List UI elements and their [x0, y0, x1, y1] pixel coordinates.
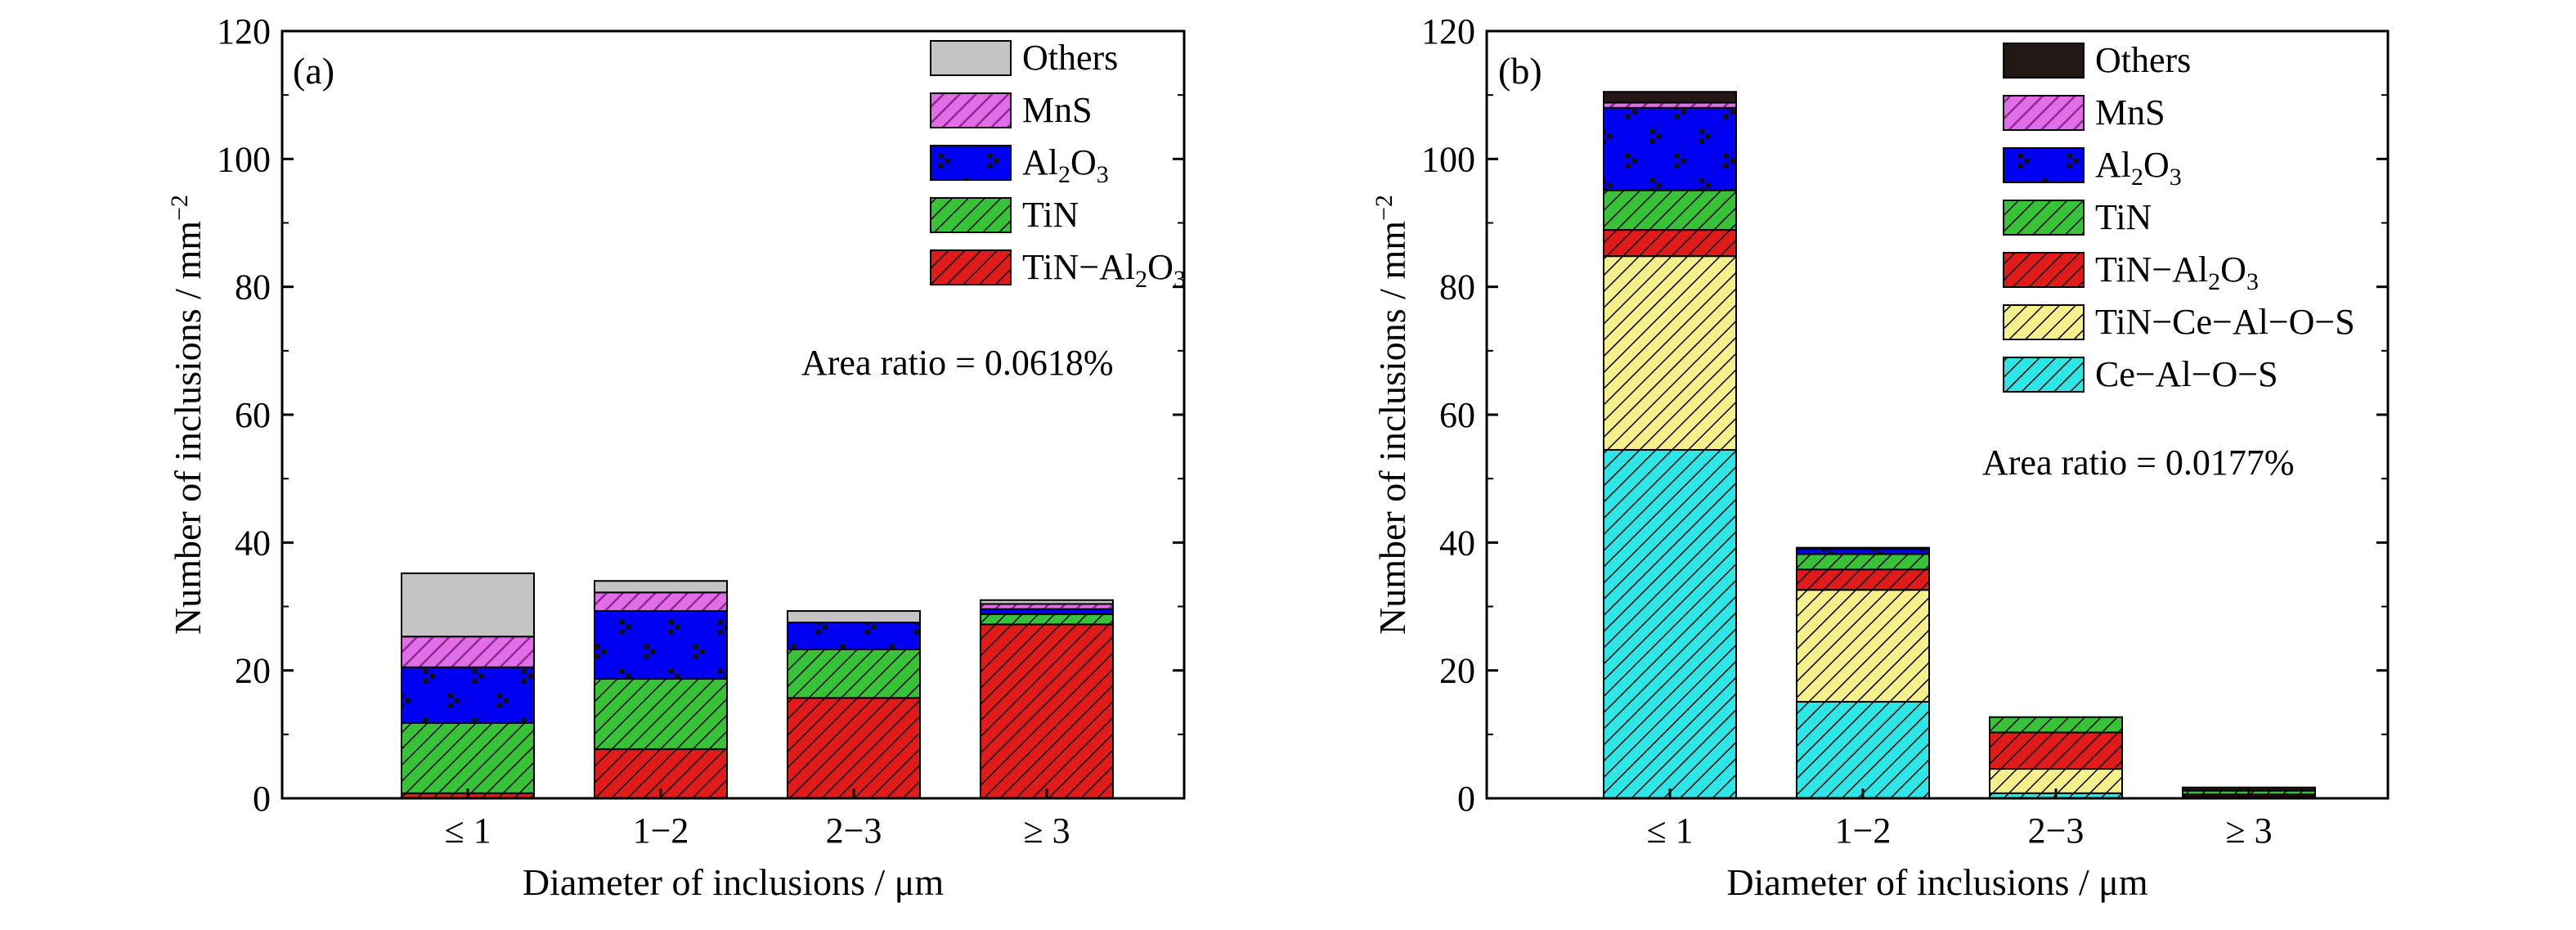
x-tick-label: 1−2	[633, 811, 689, 851]
x-axis-title: Diameter of inclusions / μm	[523, 861, 944, 903]
bar-segment-6-0	[1603, 91, 1737, 104]
legend-label: TiN−Ce−Al−O−S	[2095, 302, 2355, 342]
y-tick-label: 120	[1421, 11, 1475, 52]
bar-segment-0-0	[1603, 448, 1737, 799]
bar-segment-2-2	[787, 622, 921, 650]
bar-segment-0-1	[1796, 700, 1930, 799]
legend-label: TiN−Al2O3	[1022, 247, 1186, 293]
x-tick-label: 1−2	[1835, 811, 1892, 851]
bar-segment-3-1	[1796, 553, 1930, 571]
y-tick-label: 100	[1421, 139, 1475, 179]
area-ratio-annotation: Area ratio = 0.0618%	[801, 343, 1114, 383]
legend-swatch	[930, 145, 1012, 181]
bar-segment-6-1	[1796, 546, 1930, 550]
legend-label: TiN−Al2O3	[2095, 249, 2259, 295]
y-tick-label: 80	[235, 267, 271, 308]
bar-segment-3-0	[401, 636, 535, 668]
chart-panel-a: 0 20 40 60 80 100 120 ≤ 1 1−2 2−3 ≥ 3 Diameter of i…	[166, 11, 1186, 903]
bar-segment-4-0	[1603, 106, 1737, 191]
bar-segment-4-1	[594, 580, 728, 594]
y-tick-label: 60	[235, 395, 271, 435]
bar-segment-4-0	[401, 572, 535, 638]
x-tick-label: 2−3	[2028, 811, 2085, 851]
x-tick-label: ≤ 1	[1646, 811, 1693, 851]
x-tick-label: 2−3	[826, 811, 882, 851]
bar-segment-0-3	[980, 623, 1114, 799]
bar-segment-4-3	[980, 599, 1114, 605]
bar-segment-4-2	[787, 609, 921, 624]
y-tick-label: 20	[235, 651, 271, 691]
legend: Others MnS Al2O3 TiN TiN−Al2O3	[930, 38, 1186, 293]
legend-swatch	[2003, 200, 2085, 236]
legend-label: Al2O3	[1022, 142, 1109, 188]
y-tick-label: 40	[235, 523, 271, 563]
y-tick-label: 100	[217, 139, 271, 179]
legend-label: TiN	[1022, 195, 1079, 235]
bar-segment-2-1	[594, 609, 728, 680]
bar-segment-3-2	[1989, 716, 2123, 734]
y-tick-label: 20	[1439, 651, 1475, 691]
y-tick-label: 0	[1457, 779, 1475, 819]
bar-segment-3-0	[1603, 189, 1737, 231]
legend-swatch	[2003, 304, 2085, 340]
legend-label: TiN	[2095, 197, 2152, 237]
legend-swatch	[2003, 252, 2085, 288]
area-ratio-annotation: Area ratio = 0.0177%	[1982, 443, 2295, 483]
legend-swatch	[2003, 95, 2085, 131]
y-tick-label: 60	[1439, 395, 1475, 435]
y-tick-label: 40	[1439, 523, 1475, 563]
legend-label: Others	[2095, 40, 2191, 80]
x-tick-label: ≥ 3	[2225, 811, 2272, 851]
bar-segment-1-0	[401, 721, 535, 794]
bar-segment-2-0	[401, 666, 535, 724]
bar-segment-1-0	[1603, 255, 1737, 451]
bar-segment-3-1	[594, 591, 728, 612]
legend-swatch	[2003, 357, 2085, 393]
bar-segment-1-2	[787, 648, 921, 699]
legend-label: Ce−Al−O−S	[2095, 354, 2278, 394]
legend-label: Others	[1022, 38, 1118, 78]
legend-swatch	[2003, 147, 2085, 183]
bar-segment-1-1	[1796, 589, 1930, 703]
x-tick-label: ≤ 1	[444, 811, 491, 851]
panel-label: (b)	[1498, 50, 1542, 92]
legend: Others MnS Al2O3 TiN TiN−Al2O3 TiN−Ce−Al−O−S C…	[2003, 40, 2355, 394]
y-tick-label: 0	[253, 779, 271, 819]
bar-segment-2-1	[1796, 568, 1930, 591]
legend-label: MnS	[1022, 90, 1093, 130]
y-tick-label: 120	[217, 11, 271, 52]
legend-label: Al2O3	[2095, 145, 2182, 191]
x-tick-label: ≥ 3	[1023, 811, 1070, 851]
y-tick-label: 80	[1439, 267, 1475, 308]
bar-segment-1-1	[594, 677, 728, 750]
y-axis-title: Number of inclusions / mm−2	[166, 195, 209, 635]
x-axis-title: Diameter of inclusions / μm	[1726, 861, 2147, 903]
legend-swatch	[930, 40, 1012, 76]
legend-swatch	[2003, 43, 2085, 79]
bar-segment-0-2	[787, 697, 921, 799]
legend-swatch	[930, 197, 1012, 233]
bars	[401, 572, 1114, 799]
chart-panel-b: 0 20 40 60 80 100 120 ≤ 1 1−2 2−3 ≥ 3 Diameter of i…	[1371, 11, 2390, 903]
bar-segment-1-3	[980, 613, 1114, 626]
bar-segment-2-0	[1603, 229, 1737, 258]
legend-label: MnS	[2095, 92, 2165, 133]
y-axis-title: Number of inclusions / mm−2	[1371, 195, 1413, 635]
legend-swatch	[930, 249, 1012, 285]
panel-label: (a)	[293, 50, 334, 92]
bar-segment-2-2	[1989, 731, 2123, 771]
legend-swatch	[930, 92, 1012, 128]
